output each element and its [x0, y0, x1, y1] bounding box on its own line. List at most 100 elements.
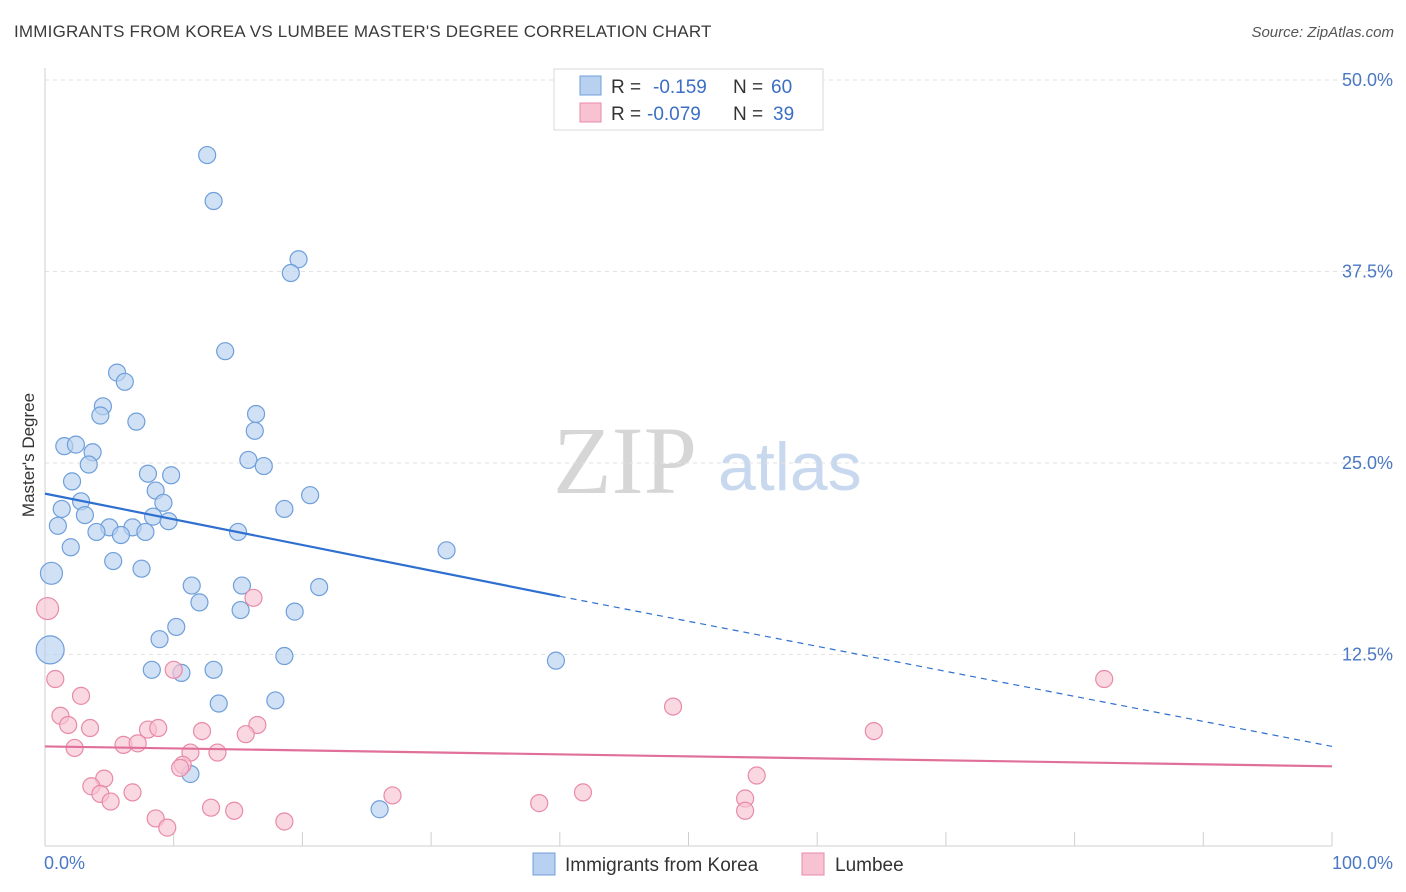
- korea-point-1: [204, 191, 223, 211]
- legend-r-value-1: -0.079: [647, 104, 701, 125]
- lumbee-point-34: [225, 801, 244, 820]
- x-tick-label-min: 0.0%: [44, 853, 85, 873]
- lumbee-point-27: [123, 783, 142, 802]
- korea-trend-extension: [559, 595, 1333, 748]
- y-tick-label-2: 25.0%: [1342, 453, 1393, 473]
- korea-point-0: [198, 145, 217, 165]
- lumbee-point-12: [192, 721, 212, 741]
- korea-point-26: [275, 499, 294, 519]
- korea-point-35: [111, 525, 131, 545]
- lumbee-point-23: [747, 766, 766, 785]
- korea-point-6: [115, 372, 134, 391]
- lumbee-point-20: [208, 743, 227, 762]
- lumbee-point-1: [244, 588, 263, 607]
- korea-point-57: [209, 694, 228, 713]
- korea-point-33: [87, 522, 106, 542]
- x-tick-label-max: 100.0%: [1332, 853, 1393, 873]
- korea-point-18: [138, 464, 158, 483]
- source-label: Source: ZipAtlas.com: [1251, 24, 1394, 41]
- legend-r-value-0: -0.159: [653, 77, 707, 98]
- korea-point-11: [245, 421, 264, 440]
- lumbee-point-2: [164, 660, 183, 679]
- watermark: ZIP atlas: [553, 407, 862, 514]
- korea-point-2: [289, 250, 308, 269]
- legend-n-label-0: N =: [733, 77, 763, 98]
- series-legend-swatch-korea: [532, 852, 556, 876]
- y-tick-label-3: 12.5%: [1342, 645, 1393, 665]
- lumbee-point-6: [663, 697, 683, 716]
- lumbee-point-22: [171, 758, 190, 777]
- korea-point-22: [301, 486, 320, 505]
- legend-swatch-pink: [579, 102, 602, 123]
- y-axis-tick-labels: 50.0% 37.5% 25.0% 12.5%: [1342, 70, 1393, 665]
- korea-point-47: [285, 602, 304, 621]
- lumbee-point-31: [101, 792, 120, 811]
- korea-point-38: [437, 541, 456, 560]
- korea-point-46: [231, 600, 250, 620]
- x-axis-ticks: [44, 832, 1333, 846]
- korea-point-20: [62, 472, 82, 491]
- lumbee-point-28: [383, 786, 402, 805]
- lumbee-point-14: [236, 725, 255, 744]
- lumbee-point-37: [275, 812, 294, 831]
- korea-point-10: [246, 404, 266, 424]
- korea-point-30: [48, 516, 67, 535]
- lumbee-trend-line: [44, 745, 1333, 768]
- korea-point-48: [167, 617, 186, 637]
- korea-point-59: [370, 800, 389, 819]
- legend-r-label-1: R =: [611, 104, 641, 125]
- lumbee-point-15: [864, 721, 883, 741]
- legend-r-label-0: R =: [611, 77, 641, 98]
- korea-point-29: [159, 512, 178, 531]
- korea-point-43: [232, 576, 252, 595]
- lumbee-point-3: [46, 669, 65, 689]
- lumbee-point-9: [80, 718, 100, 738]
- korea-point-8: [91, 406, 110, 425]
- series-legend-label-korea: Immigrants from Korea: [565, 855, 759, 876]
- korea-point-39: [104, 551, 123, 571]
- korea-point-51: [275, 646, 294, 666]
- lumbee-point-0: [35, 596, 60, 621]
- legend-swatch-blue: [579, 75, 602, 96]
- series-legend-label-lumbee: Lumbee: [835, 855, 904, 876]
- y-tick-label-0: 50.0%: [1342, 70, 1393, 90]
- korea-point-9: [127, 412, 146, 431]
- series-legend: Immigrants from Korea Lumbee: [532, 852, 904, 876]
- korea-point-13: [66, 435, 85, 454]
- grid-lines: [45, 79, 1392, 655]
- korea-point-45: [190, 593, 209, 612]
- korea-point-54: [204, 660, 223, 679]
- legend-n-label-1: N =: [733, 104, 763, 125]
- korea-point-49: [150, 630, 169, 649]
- stats-legend: R = -0.159 N = 60 R = -0.079 N = 39: [553, 68, 824, 131]
- legend-n-value-1: 39: [773, 104, 794, 125]
- watermark-atlas: atlas: [718, 429, 862, 505]
- lumbee-point-11: [149, 718, 168, 738]
- korea-point-4: [216, 342, 235, 361]
- korea-point-34: [136, 522, 155, 542]
- legend-n-value-0: 60: [771, 77, 792, 98]
- y-tick-label-1: 37.5%: [1342, 262, 1393, 282]
- korea-point-16: [239, 450, 258, 470]
- watermark-zip: ZIP: [553, 407, 697, 514]
- chart-title: IMMIGRANTS FROM KOREA VS LUMBEE MASTER'S…: [14, 22, 712, 41]
- lumbee-point-35: [736, 801, 755, 820]
- korea-trend-line: [44, 492, 561, 598]
- korea-point-56: [266, 691, 285, 710]
- trend-lines: [44, 492, 1333, 768]
- korea-point-19: [162, 466, 181, 485]
- korea-point-17: [254, 456, 273, 476]
- korea-point-52: [546, 651, 566, 670]
- lumbee-point-17: [128, 734, 147, 753]
- korea-point-42: [182, 576, 201, 595]
- lumbee-point-5: [71, 686, 91, 705]
- korea-point-3: [281, 263, 300, 283]
- y-axis-title: Master's Degree: [19, 393, 38, 517]
- lumbee-point-8: [59, 715, 78, 735]
- series-legend-swatch-lumbee: [801, 852, 825, 876]
- korea-point-27: [75, 505, 94, 525]
- data-points: [35, 145, 1114, 837]
- korea-point-44: [310, 577, 329, 597]
- korea-point-53: [142, 660, 161, 679]
